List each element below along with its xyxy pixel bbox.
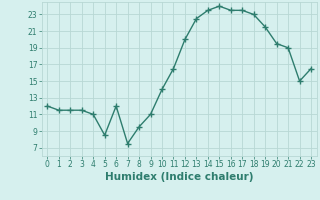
X-axis label: Humidex (Indice chaleur): Humidex (Indice chaleur) xyxy=(105,172,253,182)
